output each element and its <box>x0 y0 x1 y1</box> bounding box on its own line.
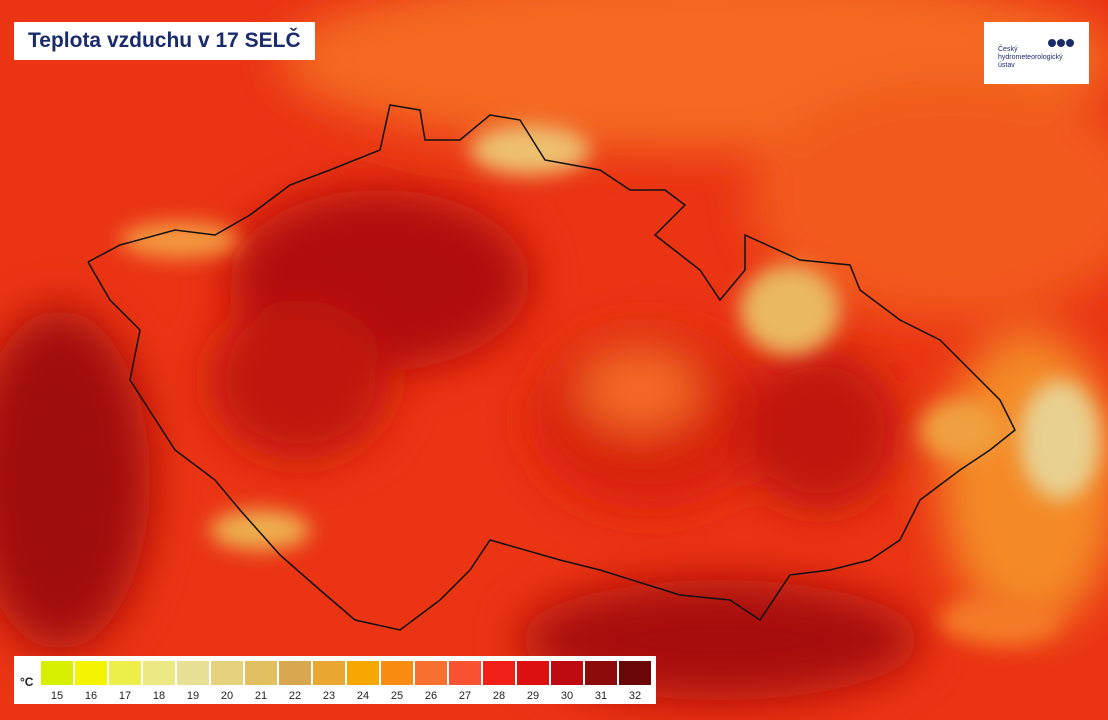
legend-item: 15 <box>40 660 74 702</box>
legend-item: 19 <box>176 660 210 702</box>
logo-line: Český <box>998 46 1018 53</box>
legend-swatch <box>482 660 516 686</box>
legend-label: 15 <box>50 690 64 702</box>
logo-line: hydrometeorologický <box>998 54 1063 61</box>
legend-scale: 15 16 17 18 19 20 21 22 23 24 25 26 27 28 29 30 31 32 <box>40 660 652 702</box>
legend-label: 32 <box>628 690 642 702</box>
legend-item: 27 <box>448 660 482 702</box>
temperature-field <box>0 0 1108 700</box>
legend-item: 26 <box>414 660 448 702</box>
legend-label: 19 <box>186 690 200 702</box>
logo-text: Český hydrometeorologický ústav <box>998 46 1063 70</box>
legend-swatch <box>380 660 414 686</box>
legend-label: 25 <box>390 690 404 702</box>
legend-label: 24 <box>356 690 370 702</box>
legend-item: 23 <box>312 660 346 702</box>
legend-label: 16 <box>84 690 98 702</box>
legend-label: 23 <box>322 690 336 702</box>
legend-item: 17 <box>108 660 142 702</box>
map-title: Teplota vzduchu v 17 SELČ <box>14 22 315 60</box>
legend-label: 26 <box>424 690 438 702</box>
legend-swatch <box>584 660 618 686</box>
legend-label: 21 <box>254 690 268 702</box>
legend-item: 16 <box>74 660 108 702</box>
legend-item: 31 <box>584 660 618 702</box>
legend-label: 27 <box>458 690 472 702</box>
legend-swatch <box>550 660 584 686</box>
legend-swatch <box>312 660 346 686</box>
legend-item: 28 <box>482 660 516 702</box>
legend-label: 29 <box>526 690 540 702</box>
legend-label: 18 <box>152 690 166 702</box>
legend-label: 22 <box>288 690 302 702</box>
legend-item: 30 <box>550 660 584 702</box>
legend-item: 18 <box>142 660 176 702</box>
legend-unit: °C <box>20 675 34 689</box>
legend-swatch <box>618 660 652 686</box>
legend-label: 30 <box>560 690 574 702</box>
country-border <box>87 104 1016 631</box>
legend-label: 17 <box>118 690 132 702</box>
legend-swatch <box>108 660 142 686</box>
legend-item: 25 <box>380 660 414 702</box>
legend: °C 15 16 17 18 19 20 21 22 23 24 25 26 27 28 29 30 31 32 <box>14 656 656 704</box>
legend-swatch <box>448 660 482 686</box>
warm-cool-patches <box>120 125 1100 645</box>
legend-label: 31 <box>594 690 608 702</box>
legend-item: 29 <box>516 660 550 702</box>
legend-item: 32 <box>618 660 652 702</box>
logo-line: ústav <box>998 62 1015 69</box>
legend-swatch <box>516 660 550 686</box>
legend-item: 22 <box>278 660 312 702</box>
legend-swatch <box>346 660 380 686</box>
legend-swatch <box>142 660 176 686</box>
legend-swatch <box>244 660 278 686</box>
logo-mark <box>1048 39 1074 47</box>
legend-item: 21 <box>244 660 278 702</box>
legend-label: 20 <box>220 690 234 702</box>
legend-swatch <box>176 660 210 686</box>
legend-swatch <box>278 660 312 686</box>
logo: Český hydrometeorologický ústav <box>984 22 1089 84</box>
legend-swatch <box>40 660 74 686</box>
legend-item: 24 <box>346 660 380 702</box>
legend-swatch <box>210 660 244 686</box>
legend-swatch <box>414 660 448 686</box>
legend-swatch <box>74 660 108 686</box>
legend-label: 28 <box>492 690 506 702</box>
legend-item: 20 <box>210 660 244 702</box>
